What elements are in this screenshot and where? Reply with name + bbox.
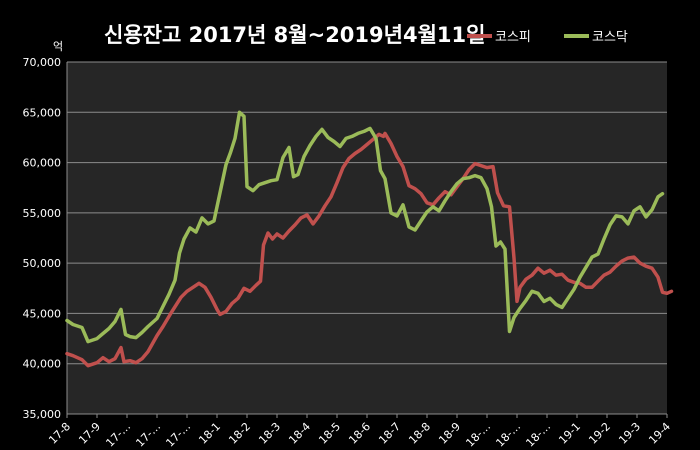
y-tick-label: 70,000 xyxy=(23,56,62,69)
kosdaq-line xyxy=(65,110,665,344)
legend-label-kosdaq: 코스닥 xyxy=(592,30,628,45)
y-tick-label: 50,000 xyxy=(23,257,62,270)
legend: 코스피 코스닥 xyxy=(467,30,628,45)
y-tick-label: 55,000 xyxy=(23,207,62,220)
y-tick-label: 65,000 xyxy=(23,106,62,119)
series-lines xyxy=(65,110,674,368)
y-tick-label: 60,000 xyxy=(23,157,62,170)
plot-area xyxy=(67,62,667,414)
y-axis: 35,000 40,000 45,000 50,000 55,000 60,000 65,0… xyxy=(23,56,68,421)
chart-title: 신용잔고 2017년 8월~2019년4월11일 xyxy=(104,23,485,47)
y-tick-label: 35,000 xyxy=(23,408,62,421)
kospi-line xyxy=(65,131,674,368)
legend-label-kospi: 코스피 xyxy=(495,30,531,45)
y-tick-label: 45,000 xyxy=(23,307,62,320)
gridlines xyxy=(67,61,667,415)
y-tick-label: 40,000 xyxy=(23,358,62,371)
y-unit-label: 억 xyxy=(53,40,63,53)
